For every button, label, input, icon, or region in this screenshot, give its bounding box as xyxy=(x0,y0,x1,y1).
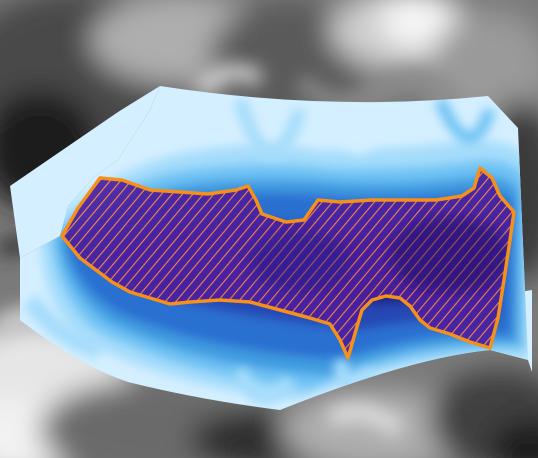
surface-ridges xyxy=(22,96,496,405)
surface-ridge xyxy=(22,294,103,359)
surface-ridge xyxy=(233,97,307,160)
surface-ridge xyxy=(324,98,386,154)
surface-ridge xyxy=(434,97,496,144)
surface-plane-left-edge xyxy=(10,86,160,258)
terrain-light-blob xyxy=(380,0,460,48)
terrain-dark-blob xyxy=(490,420,538,458)
highlighted-region[interactable] xyxy=(60,166,516,360)
surface-ridge xyxy=(233,367,296,405)
terrain-band xyxy=(292,68,468,117)
region-deep-zone xyxy=(250,232,350,292)
region-deep-zone xyxy=(390,217,510,293)
region-depth-shading xyxy=(250,217,510,293)
terrain-band xyxy=(325,403,406,438)
surface-ridge xyxy=(163,96,207,127)
terrain-band xyxy=(194,64,265,96)
